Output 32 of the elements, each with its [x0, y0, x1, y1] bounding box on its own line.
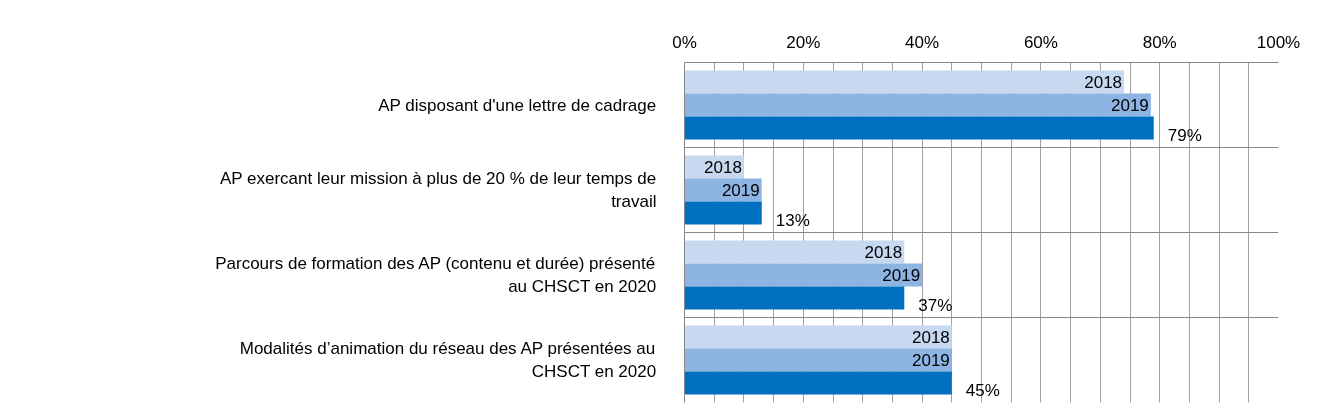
- y-tick-label: AP disposant d'une lettre de cadrage: [378, 95, 657, 115]
- text: 2019: [882, 266, 921, 285]
- bar: [684, 70, 1125, 94]
- bar: [684, 116, 1154, 140]
- bar: [684, 201, 762, 225]
- bar: [684, 348, 952, 372]
- text: 2019: [911, 351, 950, 370]
- series-label: 2018: [864, 243, 903, 263]
- x-tick-label: 100%: [1256, 32, 1301, 52]
- bar: [684, 263, 923, 287]
- bar: [684, 240, 905, 264]
- x-tick-label: 20%: [786, 32, 821, 52]
- y-tick-label: Modalités d’animation du réseau des AP présentées au CHSCT en 2020: [239, 339, 657, 381]
- bar: [684, 286, 905, 310]
- x-tick-label: 0%: [672, 32, 697, 52]
- y-tick-label: AP exercant leur mission à plus de 20 % de leur temps de travail: [219, 169, 657, 211]
- text: 2018: [911, 328, 950, 348]
- x-tick-label: 80%: [1142, 32, 1177, 52]
- data-label: 37%: [918, 296, 953, 316]
- bar: [684, 371, 952, 395]
- y-tick-label: Parcours de formation des AP (contenu et durée) présenté au CHSCT en 2020: [215, 254, 657, 296]
- series-label: 2019: [1110, 96, 1149, 115]
- text: 2019: [721, 181, 760, 200]
- bar: [684, 93, 1151, 117]
- text: 2018: [1084, 73, 1123, 93]
- x-tick-label: 60%: [1023, 32, 1058, 52]
- data-label: 13%: [775, 211, 810, 231]
- data-label: 45%: [965, 381, 1000, 401]
- x-tick-label: 40%: [905, 32, 940, 52]
- bar: [684, 325, 952, 349]
- text: 2018: [704, 158, 742, 178]
- data-label: 79%: [1167, 126, 1202, 146]
